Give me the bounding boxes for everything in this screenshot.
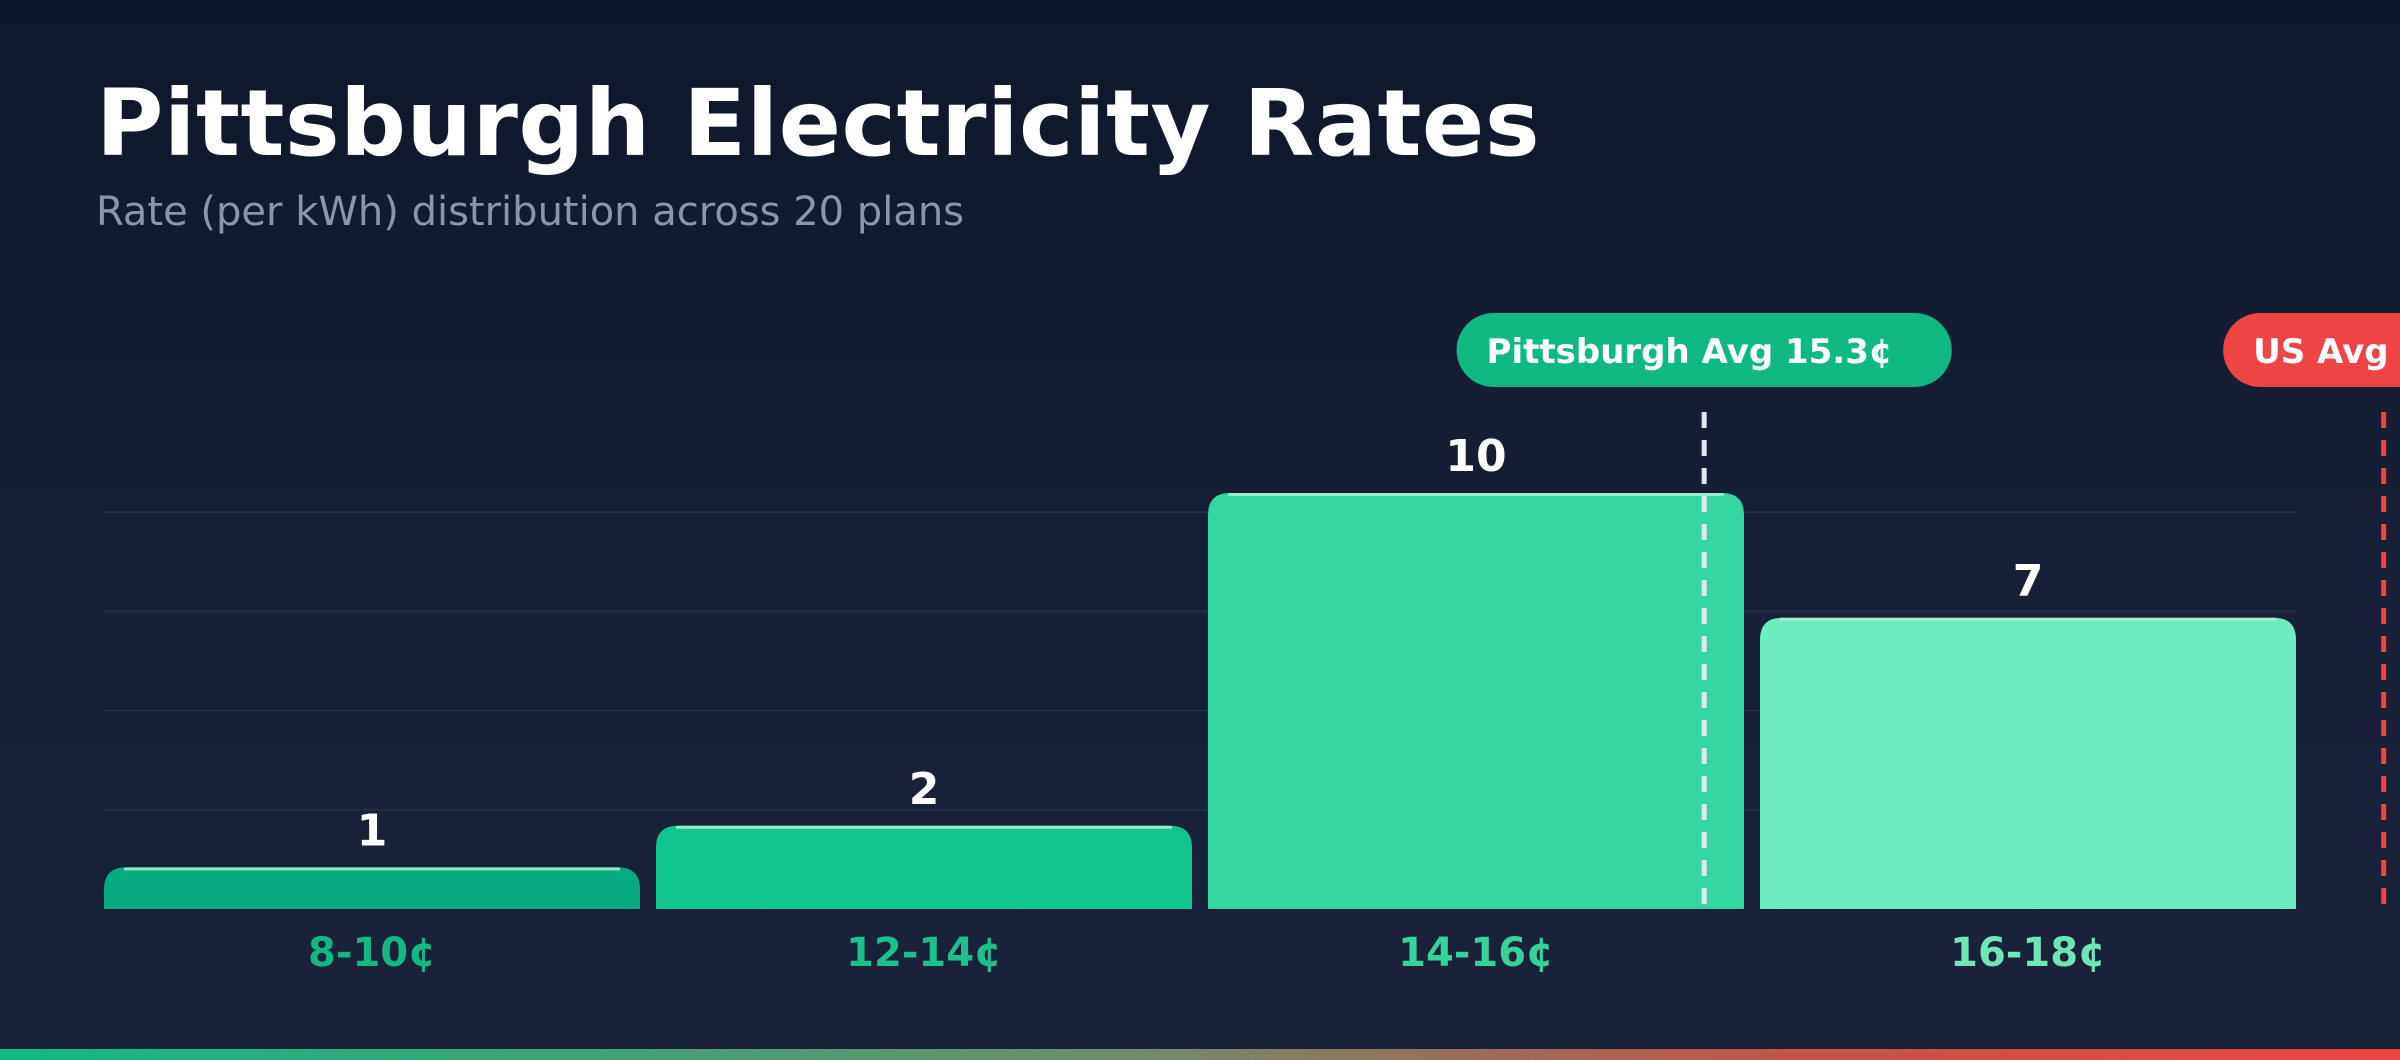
- category-label: 8-10¢: [308, 930, 436, 976]
- reference-label-pill: [2223, 313, 2400, 387]
- bar-value-label: 7: [2013, 556, 2044, 607]
- histogram-bar: [656, 825, 1192, 909]
- chart-title: Pittsburgh Electricity Rates: [96, 70, 1541, 177]
- chart-header: Pittsburgh Electricity Rates Rate (per k…: [96, 70, 1541, 235]
- bar-value-label: 2: [909, 764, 940, 815]
- bar-value-label: 10: [1445, 431, 1506, 482]
- category-label: 16-18¢: [1950, 930, 2106, 976]
- accent-gradient-bar: [0, 1049, 2400, 1060]
- histogram-bar: [1760, 617, 2296, 909]
- histogram-bar: [1208, 493, 1744, 909]
- bar-value-label: 1: [357, 805, 388, 856]
- reference-label-pill: [1456, 313, 1952, 387]
- chart-subtitle: Rate (per kWh) distribution across 20 pl…: [96, 189, 965, 235]
- reference-label-text: US Avg 18.4¢: [2253, 332, 2400, 372]
- histogram-bar: [104, 867, 640, 909]
- category-label: 14-16¢: [1398, 930, 1554, 976]
- reference-label-text: Pittsburgh Avg 15.3¢: [1487, 332, 1893, 372]
- category-label: 12-14¢: [846, 930, 1002, 976]
